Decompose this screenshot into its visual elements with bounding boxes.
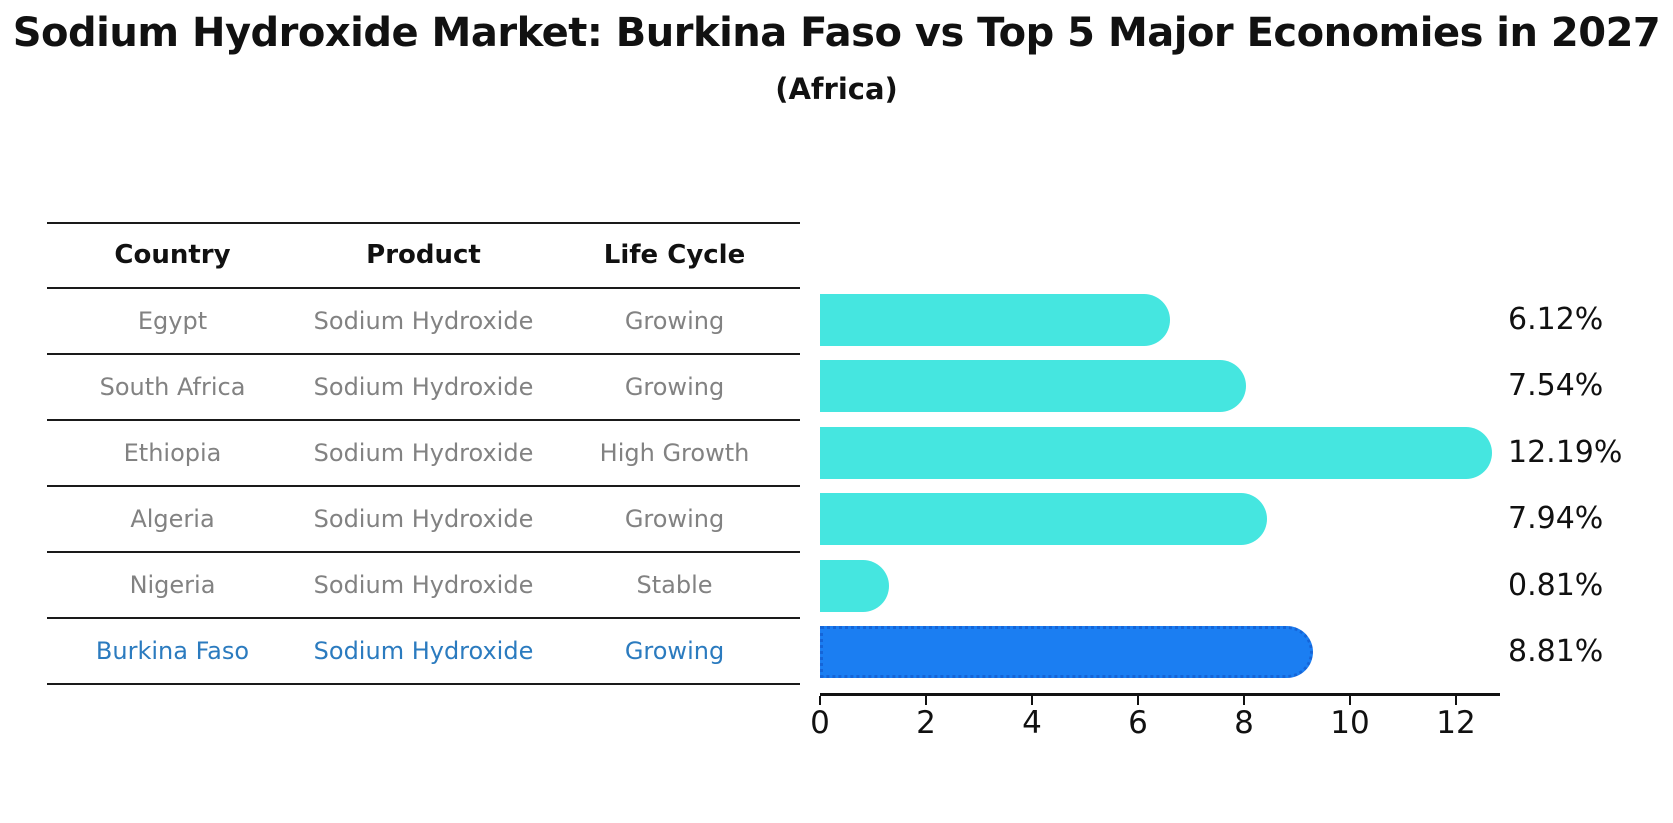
table-row-algeria: Algeria Sodium Hydroxide Growing [47,487,800,553]
x-axis-tick-label: 10 [1330,705,1370,741]
x-axis-line [820,693,1500,696]
value-label-south-africa: 7.54% [1508,368,1604,404]
header-cell-product: Product [366,240,481,271]
cell-country: Burkina Faso [95,637,250,666]
x-axis-tick-label: 8 [1234,705,1254,741]
chart-subtitle: (Africa) [775,72,898,106]
cell-country: Algeria [130,504,215,533]
x-axis-tick-label: 12 [1436,705,1476,741]
bar-egypt [820,294,1171,346]
table-row-burkina-faso: Burkina Faso Sodium Hydroxide Growing [47,619,800,686]
table-row-south-africa: South Africa Sodium Hydroxide Growing [47,355,800,421]
table-body: Egypt Sodium Hydroxide Growing South Africa… [47,289,800,686]
cell-product: Sodium Hydroxide [313,438,534,467]
value-label-ethiopia: 12.19% [1508,434,1623,470]
cell-life-cycle: High Growth [599,438,750,467]
cell-product: Sodium Hydroxide [313,372,534,401]
bar-nigeria [820,559,889,612]
value-label-nigeria: 0.81% [1508,567,1604,603]
x-axis-tick-label: 6 [1128,705,1148,741]
cell-country: Ethiopia [123,438,222,467]
x-axis-tick [1136,695,1140,705]
cell-country: Nigeria [129,571,216,600]
header-cell-country: Country [114,240,231,271]
cell-country: Egypt [137,306,208,335]
bar-burkina-faso [820,626,1313,678]
cell-product: Sodium Hydroxide [313,571,534,600]
x-axis-tick [1242,695,1246,705]
x-axis-tick [818,695,822,705]
x-axis-tick [1454,695,1458,705]
bar-south-africa [820,360,1246,413]
x-axis-tick [1348,695,1352,705]
cell-life-cycle: Growing [624,637,725,666]
cell-life-cycle: Growing [624,504,725,533]
bar-algeria [820,493,1267,546]
table-row-nigeria: Nigeria Sodium Hydroxide Stable [47,553,800,620]
x-axis-tick [1030,695,1034,705]
x-axis-tick-label: 2 [916,705,936,741]
value-label-egypt: 6.12% [1508,302,1604,337]
cell-country: South Africa [99,372,246,401]
table-header-row: Country Product Life Cycle [47,222,800,289]
cell-product: Sodium Hydroxide [313,306,534,335]
table-row-ethiopia: Ethiopia Sodium Hydroxide High Growth [47,421,800,487]
value-label-burkina-faso: 8.81% [1508,634,1604,669]
cell-life-cycle: Stable [636,571,713,600]
cell-life-cycle: Growing [624,306,725,335]
cell-life-cycle: Growing [624,372,725,401]
bar-ethiopia [820,426,1493,479]
chart-title: Sodium Hydroxide Market: Burkina Faso vs… [12,10,1661,56]
cell-product: Sodium Hydroxide [313,637,534,666]
cell-product: Sodium Hydroxide [313,504,534,533]
header-cell-lifecycle: Life Cycle [603,240,746,271]
table-row-egypt: Egypt Sodium Hydroxide Growing [47,289,800,355]
x-axis-tick-label: 4 [1022,705,1042,741]
x-axis-tick-label: 0 [810,705,830,741]
country-table: Country Product Life Cycle Egypt Sodium H… [47,222,800,686]
x-axis-tick [924,695,928,705]
value-label-algeria: 7.94% [1508,501,1604,537]
